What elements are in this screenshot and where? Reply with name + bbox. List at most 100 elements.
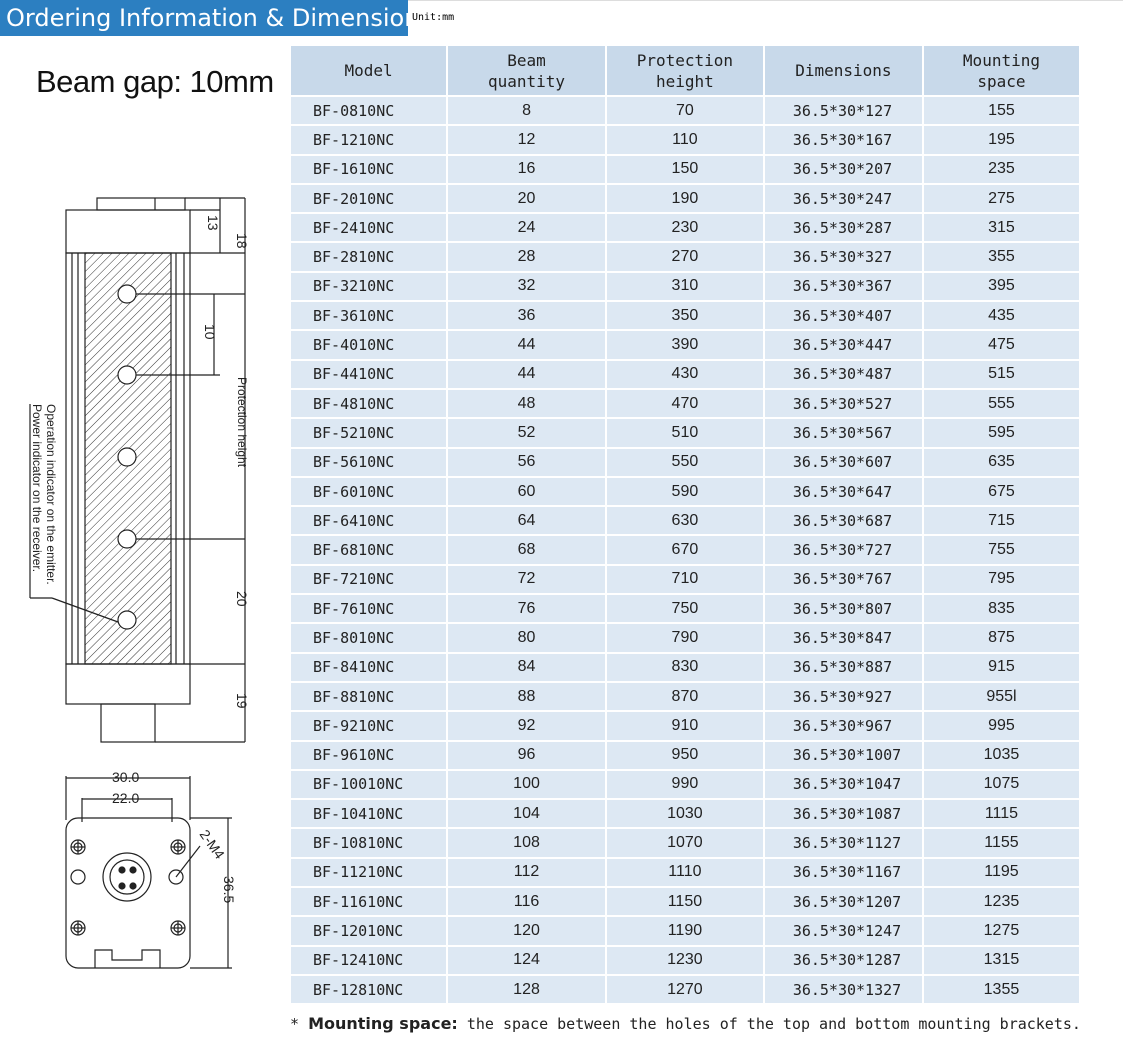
mounting-space-cell: 315 bbox=[923, 214, 1079, 242]
dimensions-cell: 36.5*30*367 bbox=[764, 272, 922, 301]
model-cell: BF-10810NC bbox=[291, 829, 447, 857]
dimensions-cell: 36.5*30*887 bbox=[764, 653, 922, 681]
beam-quantity-cell: 92 bbox=[448, 712, 605, 740]
beam-quantity-cell: 48 bbox=[448, 389, 605, 418]
model-cell: BF-8410NC bbox=[291, 653, 447, 681]
model-cell: BF-6410NC bbox=[291, 507, 447, 535]
mounting-space-cell: 795 bbox=[923, 565, 1079, 594]
beam-quantity-cell: 120 bbox=[448, 917, 605, 945]
protection-height-cell: 750 bbox=[607, 595, 763, 623]
table-row: BF-2010NC 20 190 36.5*30*247 275 bbox=[291, 184, 1079, 213]
table-row: BF-3610NC 36 350 36.5*30*407 435 bbox=[291, 302, 1079, 330]
dimensions-cell: 36.5*30*207 bbox=[764, 155, 922, 183]
model-cell: BF-3610NC bbox=[291, 302, 447, 330]
table-row: BF-6410NC 64 630 36.5*30*687 715 bbox=[291, 507, 1079, 535]
mounting-space-cell: 395 bbox=[923, 272, 1079, 301]
mounting-space-cell: 595 bbox=[923, 419, 1079, 447]
beam-quantity-cell: 24 bbox=[448, 214, 605, 242]
dimensions-cell: 36.5*30*927 bbox=[764, 682, 922, 711]
mounting-space-cell: 915 bbox=[923, 653, 1079, 681]
mounting-space-cell: 435 bbox=[923, 302, 1079, 330]
protection-height-cell: 790 bbox=[607, 624, 763, 652]
model-cell: BF-6810NC bbox=[291, 536, 447, 564]
mounting-space-cell: 275 bbox=[923, 184, 1079, 213]
dimensions-cell: 36.5*30*167 bbox=[764, 126, 922, 154]
protection-height-cell: 870 bbox=[607, 682, 763, 711]
model-cell: BF-5210NC bbox=[291, 419, 447, 447]
dimensions-cell: 36.5*30*567 bbox=[764, 419, 922, 447]
mounting-space-cell: 515 bbox=[923, 360, 1079, 388]
beam-quantity-cell: 124 bbox=[448, 946, 605, 974]
section-title: Ordering Information & Dimensions bbox=[0, 0, 432, 36]
table-row: BF-7610NC 76 750 36.5*30*807 835 bbox=[291, 595, 1079, 623]
table-row: BF-4410NC 44 430 36.5*30*487 515 bbox=[291, 360, 1079, 388]
mounting-space-cell: 235 bbox=[923, 155, 1079, 183]
beam-quantity-cell: 60 bbox=[448, 477, 605, 506]
mounting-space-cell: 1235 bbox=[923, 888, 1079, 916]
model-cell: BF-12410NC bbox=[291, 946, 447, 974]
mounting-space-cell: 555 bbox=[923, 389, 1079, 418]
protection-height-cell: 550 bbox=[607, 448, 763, 476]
dimensions-cell: 36.5*30*1007 bbox=[764, 741, 922, 769]
table-row: BF-12410NC 124 1230 36.5*30*1287 1315 bbox=[291, 946, 1079, 974]
model-cell: BF-11610NC bbox=[291, 888, 447, 916]
table-row: BF-12810NC 128 1270 36.5*30*1327 1355 bbox=[291, 975, 1079, 1004]
table-row: BF-11210NC 112 1110 36.5*30*1167 1195 bbox=[291, 858, 1079, 887]
model-cell: BF-1210NC bbox=[291, 126, 447, 154]
beam-quantity-cell: 80 bbox=[448, 624, 605, 652]
beam-quantity-cell: 64 bbox=[448, 507, 605, 535]
protection-height-cell: 390 bbox=[607, 331, 763, 359]
header-mounting-space-line1: Mounting bbox=[962, 50, 1040, 70]
beam-quantity-cell: 36 bbox=[448, 302, 605, 330]
dim-22-label: 22.0 bbox=[112, 790, 139, 806]
dimensions-cell: 36.5*30*1047 bbox=[764, 770, 922, 799]
dimensions-cell: 36.5*30*1287 bbox=[764, 946, 922, 974]
dimensions-cell: 36.5*30*1127 bbox=[764, 829, 922, 857]
beam-quantity-cell: 32 bbox=[448, 272, 605, 301]
model-cell: BF-2810NC bbox=[291, 243, 447, 271]
dimensions-cell: 36.5*30*1247 bbox=[764, 917, 922, 945]
beam-quantity-cell: 104 bbox=[448, 800, 605, 828]
table-row: BF-8810NC 88 870 36.5*30*927 955l bbox=[291, 682, 1079, 711]
protection-height-cell: 670 bbox=[607, 536, 763, 564]
indicator-note-emitter: Operation indicator on the emitter. bbox=[44, 404, 58, 585]
header-dimensions: Dimensions bbox=[764, 46, 922, 95]
dimensions-cell: 36.5*30*767 bbox=[764, 565, 922, 594]
model-cell: BF-4410NC bbox=[291, 360, 447, 388]
header-dimensions-text: Dimensions bbox=[795, 61, 892, 80]
model-cell: BF-0810NC bbox=[291, 97, 447, 125]
header-beam-quantity-line1: Beam bbox=[507, 50, 546, 70]
dimensions-cell: 36.5*30*127 bbox=[764, 97, 922, 125]
mounting-space-cell: 1075 bbox=[923, 770, 1079, 799]
mounting-space-cell: 755 bbox=[923, 536, 1079, 564]
dimensions-cell: 36.5*30*847 bbox=[764, 624, 922, 652]
mounting-space-cell: 995 bbox=[923, 712, 1079, 740]
ordering-table: Model Beam quantity Protection height Dime… bbox=[289, 44, 1081, 1005]
mounting-space-cell: 1035 bbox=[923, 741, 1079, 769]
protection-height-cell: 1270 bbox=[607, 975, 763, 1004]
protection-height-cell: 1070 bbox=[607, 829, 763, 857]
model-cell: BF-5610NC bbox=[291, 448, 447, 476]
mounting-space-cell: 1275 bbox=[923, 917, 1079, 945]
model-cell: BF-10410NC bbox=[291, 800, 447, 828]
model-cell: BF-3210NC bbox=[291, 272, 447, 301]
protection-height-cell: 430 bbox=[607, 360, 763, 388]
table-row: BF-9210NC 92 910 36.5*30*967 995 bbox=[291, 712, 1079, 740]
protection-height-cell: 630 bbox=[607, 507, 763, 535]
table-row: BF-4810NC 48 470 36.5*30*527 555 bbox=[291, 389, 1079, 418]
protection-height-cell: 950 bbox=[607, 741, 763, 769]
model-cell: BF-7610NC bbox=[291, 595, 447, 623]
table-row: BF-4010NC 44 390 36.5*30*447 475 bbox=[291, 331, 1079, 359]
table-row: BF-6810NC 68 670 36.5*30*727 755 bbox=[291, 536, 1079, 564]
protection-height-cell: 270 bbox=[607, 243, 763, 271]
header-protection-height-line1: Protection bbox=[636, 50, 734, 70]
dimensions-cell: 36.5*30*607 bbox=[764, 448, 922, 476]
table-row: BF-1210NC 12 110 36.5*30*167 195 bbox=[291, 126, 1079, 154]
header-beam-quantity: Beam quantity bbox=[448, 46, 605, 95]
dim-10-label: 10 bbox=[202, 324, 218, 340]
dim-36-5-label: 36.5 bbox=[221, 876, 237, 903]
table-row: BF-2410NC 24 230 36.5*30*287 315 bbox=[291, 214, 1079, 242]
beam-quantity-cell: 112 bbox=[448, 858, 605, 887]
protection-height-cell: 1190 bbox=[607, 917, 763, 945]
protection-height-cell: 1230 bbox=[607, 946, 763, 974]
